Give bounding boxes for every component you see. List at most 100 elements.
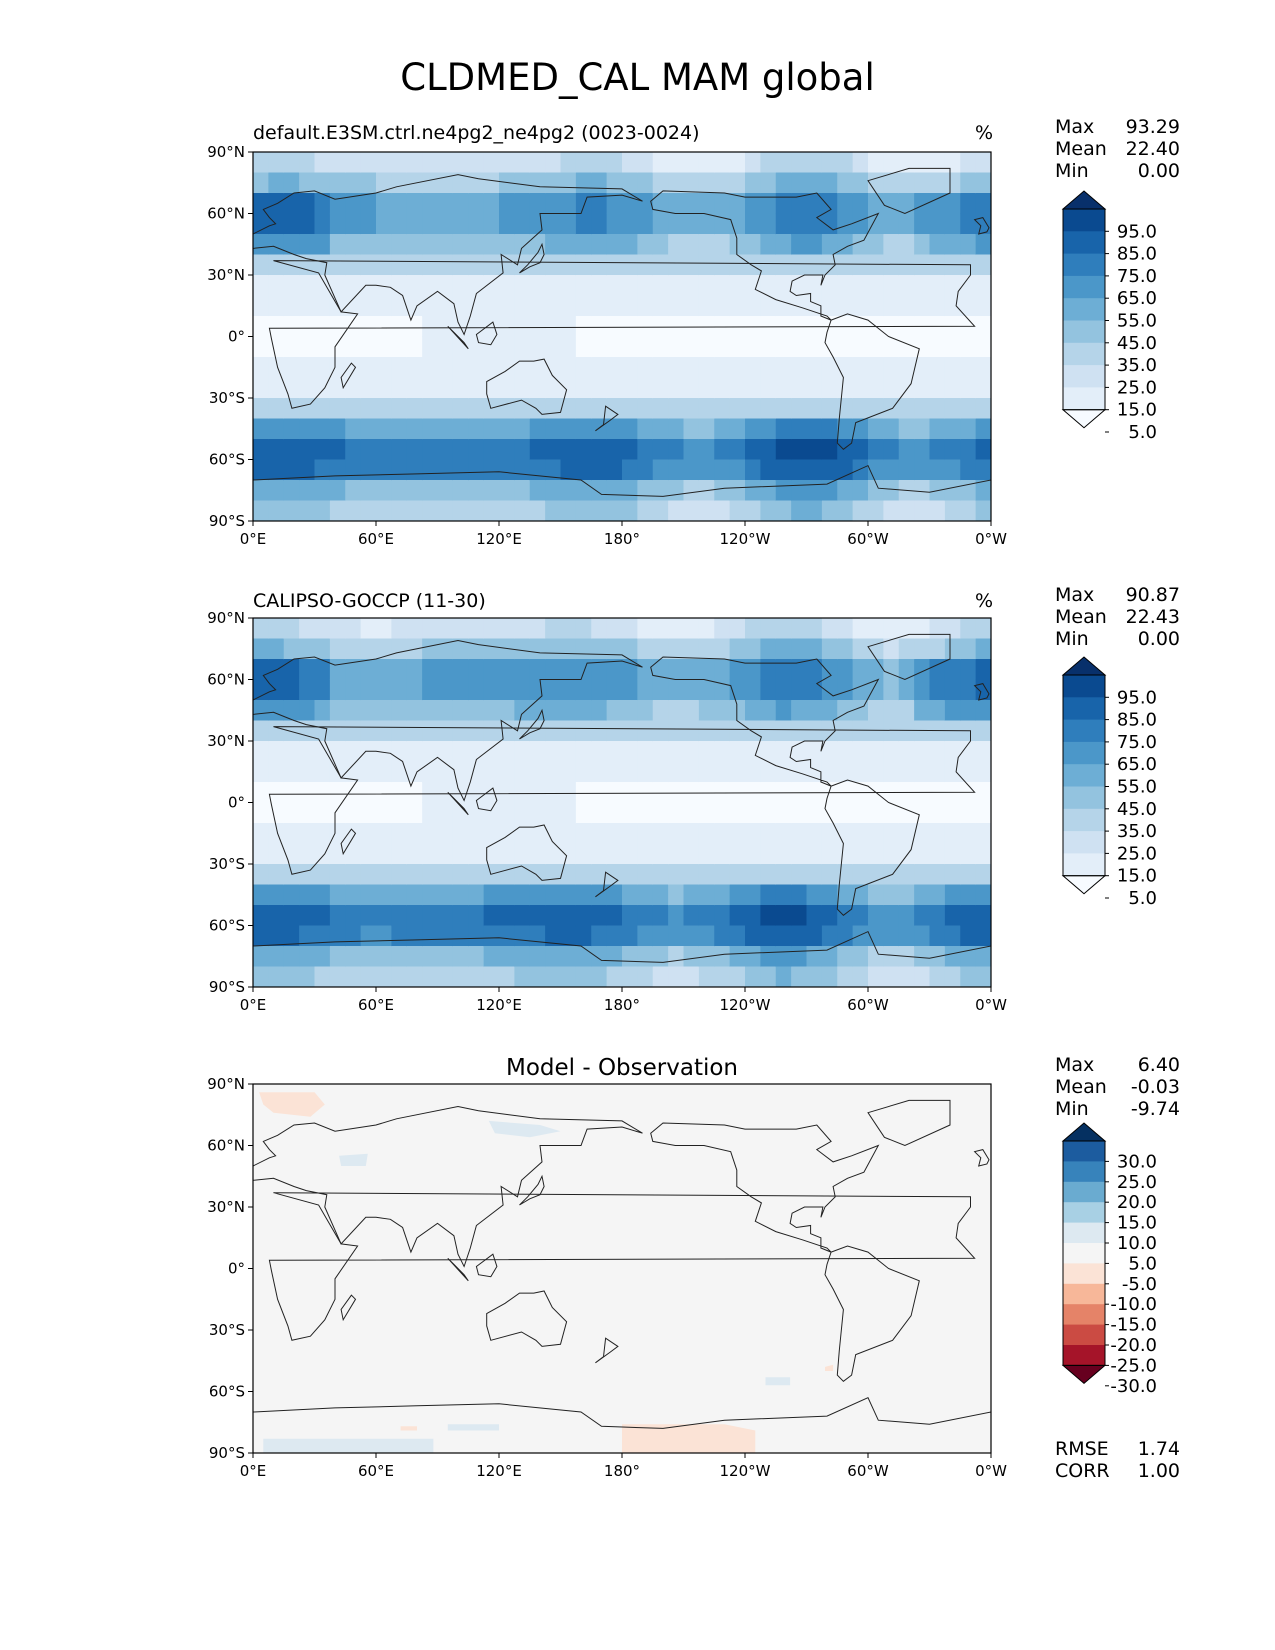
contour-cell [683,618,700,640]
contour-cell [944,843,961,865]
contour-cell [299,700,316,722]
contour-cell [883,254,900,276]
contour-cell [483,638,500,660]
contour-cell [914,459,931,481]
contour-cell [775,700,792,722]
contour-cell [698,377,715,399]
contour-cell [622,966,638,987]
contour-cell [391,152,408,174]
contour-cell [837,843,854,865]
contour-cell [929,336,946,358]
contour-cell [283,275,300,297]
contour-cell [391,336,408,358]
contour-cell [329,720,346,742]
contour-cell [406,823,423,845]
contour-cell [775,843,792,865]
contour-cell [468,295,485,317]
contour-cell [821,357,838,379]
contour-cell [791,720,808,742]
anomaly-region [488,1120,561,1138]
contour-cell [345,638,362,660]
contour-cell [314,782,331,804]
contour-cell [868,720,884,742]
contour-cell [529,480,546,502]
contour-cell [545,480,562,502]
contour-cell [637,398,654,420]
lon-tick-label: 120°E [476,996,522,1014]
contour-cell [253,254,269,276]
contour-cell [745,638,761,660]
contour-cell [422,357,439,379]
contour-cell [606,782,623,804]
contour-cell [499,843,515,865]
contour-cell [714,418,731,440]
contour-cell [745,234,761,256]
contour-cell [283,618,300,640]
contour-cell [329,864,346,886]
contour-cell [683,823,700,845]
stat-min-label: Min [1055,628,1089,650]
contour-cell [929,377,946,399]
contour-cell [868,213,884,235]
contour-cell [483,823,500,845]
contour-cell [422,398,439,420]
contour-cell [529,884,546,906]
contour-cell [468,377,485,399]
contour-cell [560,193,577,215]
contour-cell [975,254,991,276]
contour-cell [499,618,515,640]
contour-cell [883,659,900,681]
contour-cell [253,418,269,440]
colorbar-band [1063,741,1105,765]
contour-cell [452,843,469,865]
contour-cell [791,761,808,783]
contour-cell [499,782,515,804]
contour-cell [606,377,623,399]
contour-cell [683,172,700,194]
contour-cell [975,295,991,317]
contour-cell [806,500,823,521]
contour-cell [360,439,377,461]
lat-tick-label: 90°N [207,143,245,161]
contour-cell [314,500,331,521]
lat-tick-label: 30°S [209,389,245,407]
contour-cell [791,398,808,420]
contour-cell [898,823,915,845]
contour-cell [268,823,285,845]
contour-cell [668,966,685,987]
contour-cell [452,679,469,701]
contour-cell [268,946,285,968]
contour-cell [837,459,854,481]
contour-cell [883,295,900,317]
contour-cell [745,618,761,640]
contour-cell [406,439,423,461]
contour-cell [729,295,746,317]
contour-cell [314,275,331,297]
contour-cell [745,459,761,481]
contour-cell [775,500,792,521]
contour-cell [729,193,746,215]
contour-cell [791,172,808,194]
lat-tick-label: 60°S [209,1383,245,1401]
contour-cell [668,700,685,722]
contour-cell [944,679,961,701]
contour-cell [698,966,715,987]
contour-cell [345,439,362,461]
contour-cell [345,418,362,440]
contour-cell [514,193,531,215]
contour-cell [622,864,638,886]
contour-cell [929,500,946,521]
contour-cell [698,741,715,763]
contour-cell [376,782,392,804]
contour-cell [944,966,961,987]
contour-cell [283,659,300,681]
contour-cell [821,864,838,886]
contour-cell [775,398,792,420]
contour-cell [806,946,823,968]
contour-cell [560,659,577,681]
contour-cell [914,234,931,256]
contour-cell [760,946,777,968]
contour-cell [960,336,977,358]
contour-cell [253,823,269,845]
contour-cell [791,618,808,640]
